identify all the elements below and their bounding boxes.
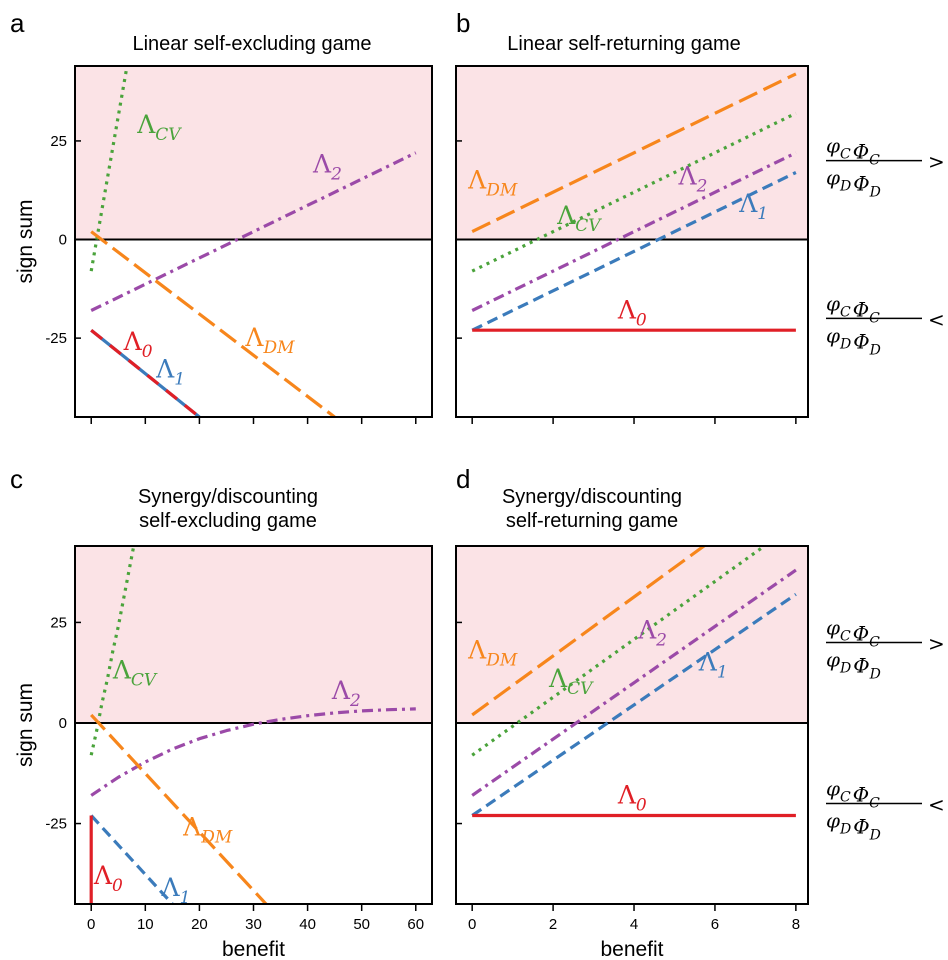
- series-group: [89, 546, 416, 904]
- series-label-cv: ΛCV: [136, 110, 182, 145]
- series-line-1: [471, 592, 797, 817]
- series-line-cv: [471, 546, 768, 757]
- x-tick-label: 20: [191, 916, 208, 933]
- y-tick-label: -25: [45, 330, 67, 347]
- x-tick-label: 30: [245, 916, 262, 933]
- x-tick-label: 4: [630, 916, 638, 933]
- series-label-dm: ΛDM: [182, 813, 233, 848]
- panel-title: Synergy/discounting self-excluding game: [138, 486, 318, 532]
- x-tick-label: 6: [711, 916, 719, 933]
- fraction-term: φD ΦD: [826, 166, 881, 201]
- panel-title: Linear self-returning game: [507, 33, 740, 55]
- panel-letter: d: [456, 464, 470, 494]
- series-label-0: Λ0: [123, 327, 153, 362]
- series-line-2: [471, 568, 797, 797]
- series-label-0: Λ0: [93, 861, 123, 896]
- fraction-relation: < 1: [928, 792, 948, 816]
- fraction-term: φC ΦC: [826, 291, 880, 326]
- series-line-2: [90, 707, 416, 797]
- series-label-dm: ΛDM: [467, 165, 518, 200]
- y-tick-label: 0: [59, 715, 67, 732]
- fraction-relation: > 1: [928, 150, 948, 174]
- x-tick-label: 0: [87, 916, 95, 933]
- series-line-1: [90, 814, 174, 904]
- series-label-dm: ΛDM: [467, 636, 518, 671]
- y-axis-label: sign sum: [14, 199, 37, 283]
- series-label-dm: ΛDM: [244, 323, 295, 358]
- series-line-dm: [90, 230, 336, 417]
- series-label-2: Λ2: [637, 616, 667, 651]
- plot-frame: [455, 545, 809, 905]
- panel-c: ΛCV Λ2 ΛDM Λ1 Λ0 25 0 -25 0 10 20 30 40 50 60 benefit si…: [10, 464, 433, 960]
- y-axis-label: sign sum: [14, 683, 37, 767]
- x-tick-label: 8: [792, 916, 800, 933]
- positive-region-shade: [75, 66, 432, 240]
- panel-b: ΛDM ΛCV Λ2 Λ1 Λ0 b Linear self-returning game φ…: [455, 8, 948, 424]
- series-label-1: Λ1: [698, 648, 728, 683]
- series-group: [471, 546, 797, 818]
- series-line-dm: [471, 546, 707, 717]
- series-line-dm: [90, 713, 269, 904]
- panel-letter: a: [10, 8, 25, 38]
- x-axis-label: benefit: [600, 938, 663, 960]
- y-tick-label: -25: [45, 816, 67, 833]
- panel-title: Synergy/discounting self-returning game: [502, 486, 682, 532]
- y-tick-label: 25: [50, 133, 67, 150]
- fraction-term: φD ΦD: [826, 808, 881, 843]
- series-label-2: Λ2: [331, 676, 361, 711]
- fraction-term: φC ΦC: [826, 776, 880, 811]
- series-line-1: [90, 328, 201, 417]
- x-tick-label: 40: [299, 916, 316, 933]
- fraction-relation: > 1: [928, 632, 948, 656]
- series-line-1: [471, 171, 797, 332]
- series-label-cv: ΛCV: [548, 664, 594, 699]
- fraction-relation: < 1: [928, 307, 948, 331]
- x-tick-label: 50: [353, 916, 370, 933]
- series-group: [89, 66, 417, 417]
- panel-letter: b: [456, 8, 470, 38]
- panel-d: ΛDM ΛCV Λ2 Λ1 Λ0 0 2 4 6 8 benefit d Synergy/discoun…: [455, 464, 948, 960]
- series-label-1: Λ1: [738, 189, 768, 224]
- series-label-cv: ΛCV: [556, 201, 602, 236]
- positive-region-shade: [75, 546, 432, 723]
- y-tick-label: 25: [50, 614, 67, 631]
- series-label-0: Λ0: [617, 295, 647, 330]
- x-axis-label: benefit: [222, 938, 285, 960]
- series-label-1: Λ1: [155, 355, 185, 390]
- panel-title: Linear self-excluding game: [132, 33, 371, 55]
- positive-region-shade: [456, 546, 808, 723]
- plot-frame: [455, 65, 809, 418]
- x-tick-label: 2: [549, 916, 557, 933]
- series-group: [471, 72, 797, 332]
- fraction-term: φC ΦC: [826, 134, 880, 169]
- x-tick-label: 0: [468, 916, 476, 933]
- y-tick-label: 0: [59, 232, 67, 249]
- x-tick-label: 10: [137, 916, 154, 933]
- x-tick-label: 60: [407, 916, 424, 933]
- series-label-2: Λ2: [312, 149, 342, 184]
- series-label-2: Λ2: [678, 161, 708, 196]
- series-line-dm: [471, 72, 797, 234]
- series-label-cv: ΛCV: [112, 656, 158, 691]
- fraction-term: φD ΦD: [826, 323, 881, 358]
- panel-letter: c: [10, 464, 23, 494]
- fraction-term: φC ΦC: [826, 616, 880, 651]
- fraction-term: φD ΦD: [826, 648, 881, 683]
- series-label-1: Λ1: [161, 873, 191, 908]
- series-label-0: Λ0: [617, 780, 647, 815]
